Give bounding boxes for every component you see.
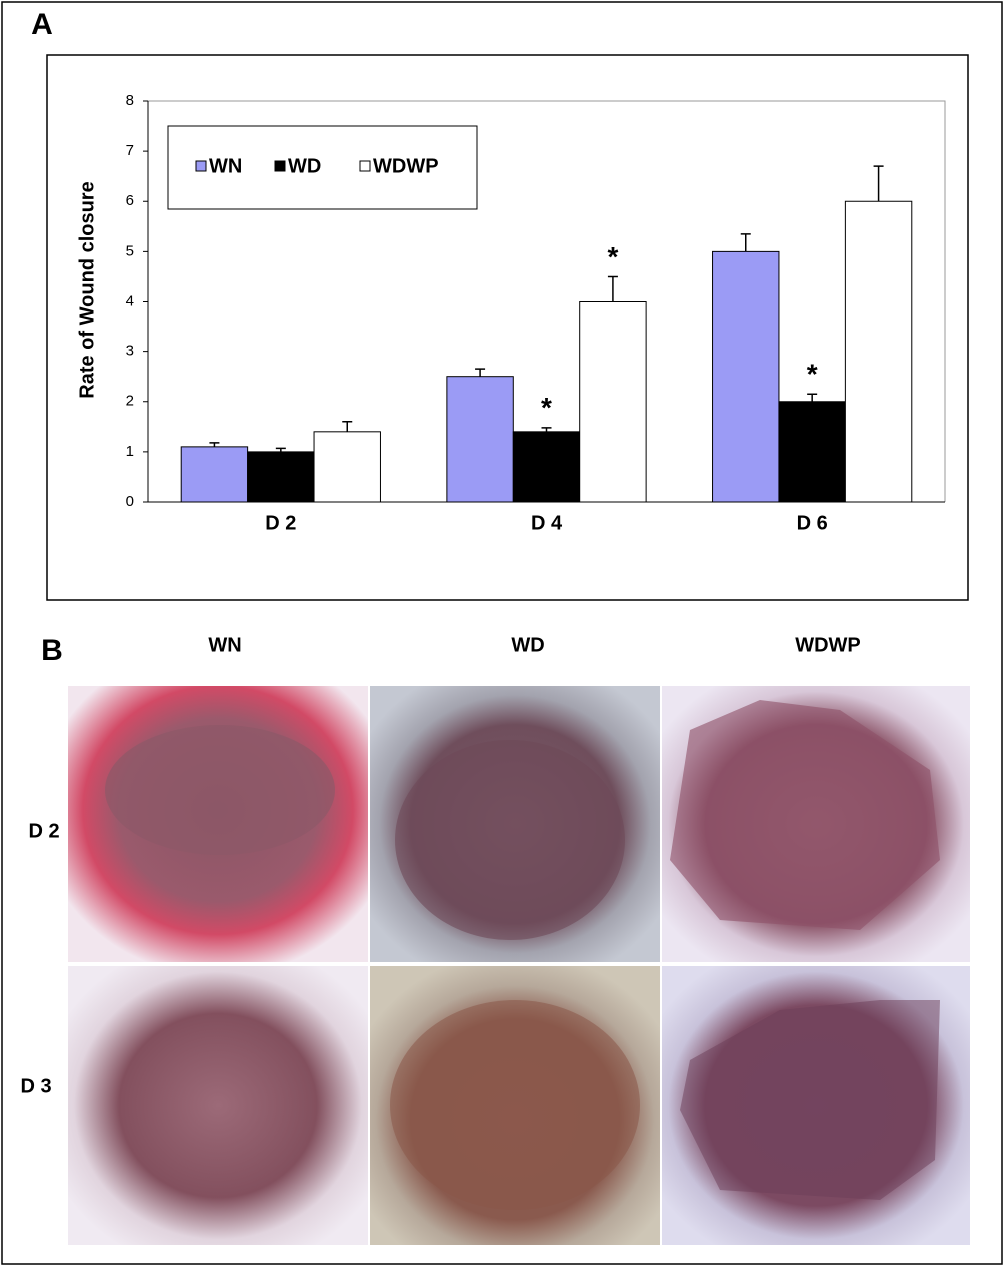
legend-box bbox=[167, 125, 478, 210]
error-bar bbox=[807, 393, 818, 402]
bar bbox=[180, 446, 249, 503]
y-tick-label: 7 bbox=[126, 142, 134, 159]
bar bbox=[247, 451, 315, 503]
bar bbox=[579, 301, 647, 503]
panel-label: B bbox=[41, 634, 63, 667]
legend-label: WDWP bbox=[373, 155, 439, 177]
wound bbox=[670, 700, 940, 930]
panel-label: A bbox=[31, 8, 53, 41]
row-header: D 2 bbox=[28, 820, 59, 842]
y-tick-label: 1 bbox=[126, 443, 134, 460]
bar bbox=[446, 376, 514, 503]
error-bar bbox=[342, 421, 353, 432]
bar bbox=[712, 250, 780, 503]
y-tick-label: 3 bbox=[126, 343, 134, 360]
bar bbox=[512, 431, 581, 503]
y-tick-label: 6 bbox=[126, 192, 134, 209]
legend-label: WD bbox=[288, 155, 321, 177]
photo bbox=[68, 966, 368, 1245]
chart-frame bbox=[46, 54, 969, 601]
legend-label: WN bbox=[209, 155, 242, 177]
wound bbox=[395, 740, 625, 940]
plot: 0 1 2 3 4 5 6 7 8 D 2 D 4 * * D 6 * WN WD WDWP bbox=[126, 92, 946, 534]
y-tick-label: 2 bbox=[126, 393, 134, 410]
bar bbox=[313, 431, 381, 503]
wound bbox=[105, 725, 335, 855]
x-tick-label: D 4 bbox=[531, 512, 563, 534]
y-tick-label: 4 bbox=[126, 292, 134, 309]
x-tick-label: D 2 bbox=[265, 512, 296, 534]
column-header: WN bbox=[208, 634, 241, 656]
y-tick-label: 8 bbox=[126, 92, 134, 109]
column-header: WDWP bbox=[795, 634, 861, 656]
error-bar bbox=[873, 165, 884, 202]
error-bar bbox=[275, 447, 286, 452]
error-bar bbox=[541, 427, 552, 432]
significance-label: * bbox=[607, 241, 618, 272]
y-tick-label: 0 bbox=[126, 493, 134, 510]
error-bar bbox=[607, 275, 618, 302]
row-header: D 3 bbox=[20, 1075, 51, 1097]
plot-border bbox=[148, 100, 946, 502]
wound bbox=[680, 1000, 940, 1200]
legend-swatch bbox=[274, 160, 286, 172]
wound bbox=[390, 1000, 640, 1210]
y-tick-label: 5 bbox=[126, 242, 134, 259]
error-bar bbox=[740, 233, 751, 252]
column-header: WD bbox=[511, 634, 544, 656]
error-bar bbox=[475, 368, 486, 377]
legend-swatch bbox=[359, 160, 371, 172]
significance-label: * bbox=[807, 359, 818, 390]
x-tick-label: D 6 bbox=[797, 512, 828, 534]
error-bar bbox=[209, 442, 220, 447]
significance-label: * bbox=[541, 392, 552, 423]
bar bbox=[778, 401, 846, 503]
y-axis-title: Rate of Wound closure bbox=[76, 181, 98, 398]
legend-swatch bbox=[195, 160, 207, 172]
photo-grid bbox=[68, 686, 970, 1245]
bar bbox=[844, 200, 913, 503]
